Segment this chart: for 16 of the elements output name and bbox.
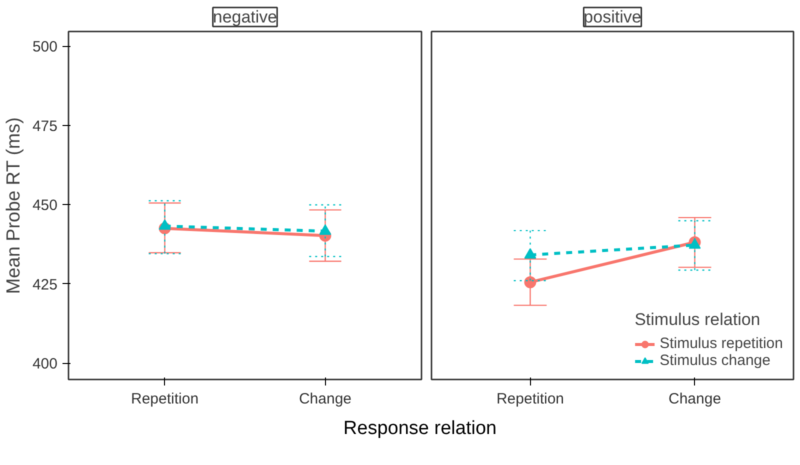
y-tick-label: 475 — [32, 118, 58, 135]
y-tick-label: 450 — [32, 197, 58, 214]
legend-label: Stimulus repetition — [660, 335, 783, 352]
x-axis-title: Response relation — [343, 417, 497, 441]
x-tick-label: Repetition — [496, 390, 564, 408]
chart-title: positive — [584, 8, 642, 26]
legend-label: Stimulus change — [660, 352, 770, 369]
x-tick-label: Change — [668, 390, 722, 408]
y-tick-label: 425 — [32, 276, 58, 294]
legend-title: Stimulus relation — [634, 310, 762, 330]
y-tick-label: 400 — [32, 356, 58, 373]
x-tick-label: Change — [298, 390, 352, 408]
y-axis-title: Mean Probe RT (ms) — [3, 117, 24, 294]
chart-title: negative — [212, 8, 278, 26]
x-tick-label: Repetition — [131, 390, 199, 408]
y-tick-label: 500 — [32, 38, 58, 56]
